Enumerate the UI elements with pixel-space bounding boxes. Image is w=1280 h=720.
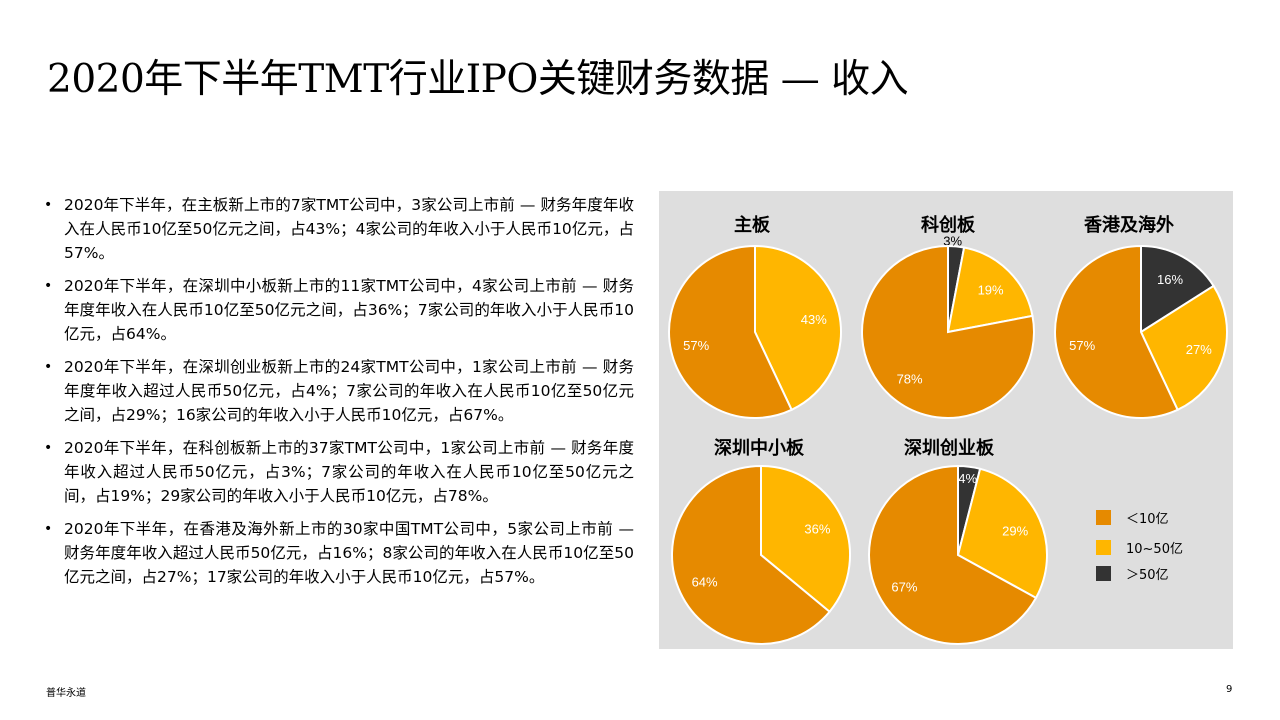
pie-chart: 36% 64% 深圳中小板 [671, 437, 852, 645]
pie-value-label: 57% [683, 338, 709, 353]
pie-value-label: 4% [958, 471, 977, 486]
pie-value-label: 19% [978, 282, 1004, 297]
pie-slice [1140, 244, 1215, 334]
bullet-dot: • [44, 440, 53, 456]
pie-slice [668, 244, 793, 419]
pie-slice [956, 467, 1048, 600]
pie-title: 主板 [734, 214, 771, 236]
bullet-item: • 2020年下半年，在香港及海外新上市的30家中国TMT公司中，5家公司上市前 … [44, 517, 634, 589]
pie-chart: 43% 57% 主板 [668, 214, 843, 419]
legend-label: ＞50亿 [1126, 568, 1169, 583]
pie-slice [1139, 284, 1228, 412]
pie-slice [754, 244, 843, 412]
pie-chart: 3% 19% 78% 科创板 [861, 214, 1035, 419]
pie-value-label: 27% [1186, 342, 1212, 357]
bullet-item: • 2020年下半年，在深圳中小板新上市的11家TMT公司中，4家公司上市前 — … [44, 274, 634, 346]
pie-chart: 4% 29% 67% 深圳创业板 [868, 437, 1048, 645]
pie-slice [868, 464, 1038, 645]
legend-swatch [1096, 540, 1111, 555]
pie-value-label: 29% [1002, 523, 1028, 538]
pie-value-label: 16% [1157, 272, 1183, 287]
bullet-dot: • [44, 197, 53, 213]
legend-swatch [1096, 510, 1111, 525]
pie-title: 科创板 [921, 214, 976, 236]
bullet-text: 2020年下半年，在香港及海外新上市的30家中国TMT公司中，5家公司上市前 —… [64, 520, 634, 586]
pie-value-label: 64% [692, 575, 718, 590]
chart-panel: 43% 57% 主板 3% 19% 78% 科创板 16% 27% 57% 香港及海外 36% 64% 深… [659, 191, 1233, 649]
pie-value-label: 57% [1069, 338, 1095, 353]
pie-slice [671, 464, 831, 645]
bullet-text: 2020年下半年，在科创板新上市的37家TMT公司中，1家公司上市前 — 财务年… [64, 439, 634, 505]
pie-value-label: 78% [897, 371, 923, 386]
pie-charts-svg: 43% 57% 主板 3% 19% 78% 科创板 16% 27% 57% 香港及海外 36% 64% 深… [668, 214, 1228, 645]
bullet-text: 2020年下半年，在深圳创业板新上市的24家TMT公司中，1家公司上市前 — 财… [64, 358, 634, 424]
bullet-dot: • [44, 278, 53, 294]
pie-value-label: 3% [943, 233, 962, 248]
pie-value-label: 36% [804, 522, 830, 537]
page-number: 9 [1226, 684, 1233, 695]
bullet-list: • 2020年下半年，在主板新上市的7家TMT公司中，3家公司上市前 — 财务年度… [44, 193, 634, 598]
bullet-item: • 2020年下半年，在主板新上市的7家TMT公司中，3家公司上市前 — 财务年度… [44, 193, 634, 265]
pie-slice [760, 464, 852, 614]
pie-title: 深圳创业板 [904, 437, 995, 459]
pie-title: 香港及海外 [1083, 214, 1174, 236]
footer-brand: 普华永道 [46, 688, 86, 699]
pie-slice [1054, 244, 1179, 419]
legend-label: 10~50亿 [1126, 542, 1183, 557]
pie-value-label: 67% [891, 580, 917, 595]
pie-value-label: 43% [801, 312, 827, 327]
bullet-item: • 2020年下半年，在深圳创业板新上市的24家TMT公司中，1家公司上市前 — … [44, 355, 634, 427]
bullet-item: • 2020年下半年，在科创板新上市的37家TMT公司中，1家公司上市前 — 财务… [44, 436, 634, 508]
page-title: 2020年下半年TMT行业IPO关键财务数据 — 收入 [47, 57, 909, 102]
bullet-text: 2020年下半年，在深圳中小板新上市的11家TMT公司中，4家公司上市前 — 财… [64, 277, 634, 343]
bullet-text: 2020年下半年，在主板新上市的7家TMT公司中，3家公司上市前 — 财务年度年… [64, 196, 634, 262]
pie-title: 深圳中小板 [714, 437, 805, 459]
legend-label: ＜10亿 [1126, 512, 1169, 527]
bullet-dot: • [44, 359, 53, 375]
pie-slice [861, 244, 1035, 419]
legend-swatch [1096, 566, 1111, 581]
pie-chart: 16% 27% 57% 香港及海外 [1054, 214, 1228, 419]
pie-slice [946, 246, 1034, 334]
bullet-dot: • [44, 521, 53, 537]
